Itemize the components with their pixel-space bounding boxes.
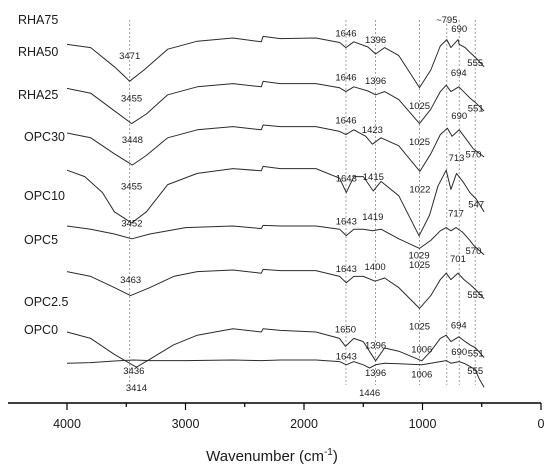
peak-label: 3436 <box>123 366 144 377</box>
peak-label: 3448 <box>122 135 143 146</box>
peak-label: 1643 <box>336 264 357 275</box>
peak-label: 717 <box>448 209 464 220</box>
series-label: RHA75 <box>18 13 58 27</box>
peak-label: 1415 <box>363 172 384 183</box>
peak-label: 1423 <box>362 125 383 136</box>
peak-label: 1396 <box>365 35 386 46</box>
x-tick-label: 1000 <box>409 417 437 431</box>
series-labels: RHA75 RHA50 RHA25 OPC30 OPC10 OPC5 OPC2.5 OPC0 <box>18 13 69 337</box>
x-tick-label: 4000 <box>53 417 81 431</box>
peak-label: 3471 <box>119 51 140 62</box>
peak-label: 690 <box>451 24 467 35</box>
peak-label: 1643 <box>336 174 357 185</box>
peak-label: 555 <box>467 58 483 69</box>
series-label: OPC10 <box>24 189 65 203</box>
peak-label: 1646 <box>335 73 356 84</box>
x-tick-label: 2000 <box>290 417 318 431</box>
peak-label: 1025 <box>409 322 430 333</box>
peak-label: 1025 <box>409 260 430 271</box>
peak-label: 690 <box>451 347 467 358</box>
peak-label: 555 <box>467 366 483 377</box>
reference-lines <box>129 20 476 385</box>
x-axis-ticks: 4000 3000 2000 1000 0 <box>53 403 545 431</box>
peak-label: ~795 <box>436 15 457 26</box>
series-label: OPC5 <box>24 233 58 247</box>
x-tick-label: 0 <box>538 417 545 431</box>
spectra <box>66 35 485 388</box>
peak-label: 1646 <box>335 29 356 40</box>
spectrum-rha75 <box>66 35 485 89</box>
peak-label: 3414 <box>126 383 147 394</box>
x-tick-label: 3000 <box>172 417 200 431</box>
series-label: RHA25 <box>18 88 58 102</box>
spectrum-opc2-5 <box>66 328 485 368</box>
peak-label: 1396 <box>365 76 386 87</box>
spectrum-rha50 <box>66 80 485 125</box>
spectrum-opc0 <box>66 359 485 388</box>
peak-label: 1022 <box>409 185 430 196</box>
peak-label: 3463 <box>120 275 141 286</box>
peak-label: 1650 <box>335 325 356 336</box>
peak-label: 1646 <box>335 116 356 127</box>
peak-label: 1029 <box>408 250 429 261</box>
peak-label: 1025 <box>409 137 430 148</box>
peak-label: 570 <box>466 246 482 257</box>
peak-label: 3455 <box>121 93 142 104</box>
peak-label: 3452 <box>121 218 142 229</box>
peak-label: 701 <box>450 254 466 265</box>
peak-label: 1643 <box>336 217 357 228</box>
peak-label: 551 <box>468 103 484 114</box>
x-axis-title: Wavenumber (cm-1) <box>206 447 338 465</box>
peak-label: 1396 <box>365 340 386 351</box>
peak-label: 713 <box>449 153 465 164</box>
series-label: OPC0 <box>24 323 58 337</box>
spectrum-opc10 <box>66 224 485 256</box>
series-label: OPC30 <box>24 130 65 144</box>
peak-label: 1006 <box>411 370 432 381</box>
peak-label: 1006 <box>411 345 432 356</box>
spectrum-rha25 <box>66 124 485 172</box>
peak-label: 1400 <box>365 262 386 273</box>
peak-label: 551 <box>468 349 484 360</box>
peak-label: 694 <box>451 321 467 332</box>
peak-label: 1419 <box>362 212 383 223</box>
peak-label: 1396 <box>365 368 386 379</box>
spectrum-opc30 <box>66 165 485 237</box>
peak-label: 570 <box>466 150 482 161</box>
peak-label: 547 <box>468 200 484 211</box>
series-label: OPC2.5 <box>24 295 69 309</box>
peak-label: 555 <box>467 290 483 301</box>
peak-label: 694 <box>451 68 467 79</box>
spectrum-opc5 <box>66 268 485 309</box>
peak-label: 1643 <box>336 351 357 362</box>
peak-label: 1025 <box>409 101 430 112</box>
series-label: RHA50 <box>18 45 58 59</box>
peak-label: 3455 <box>121 182 142 193</box>
peak-label: 1446 <box>359 388 380 399</box>
peak-label: 690 <box>451 111 467 122</box>
